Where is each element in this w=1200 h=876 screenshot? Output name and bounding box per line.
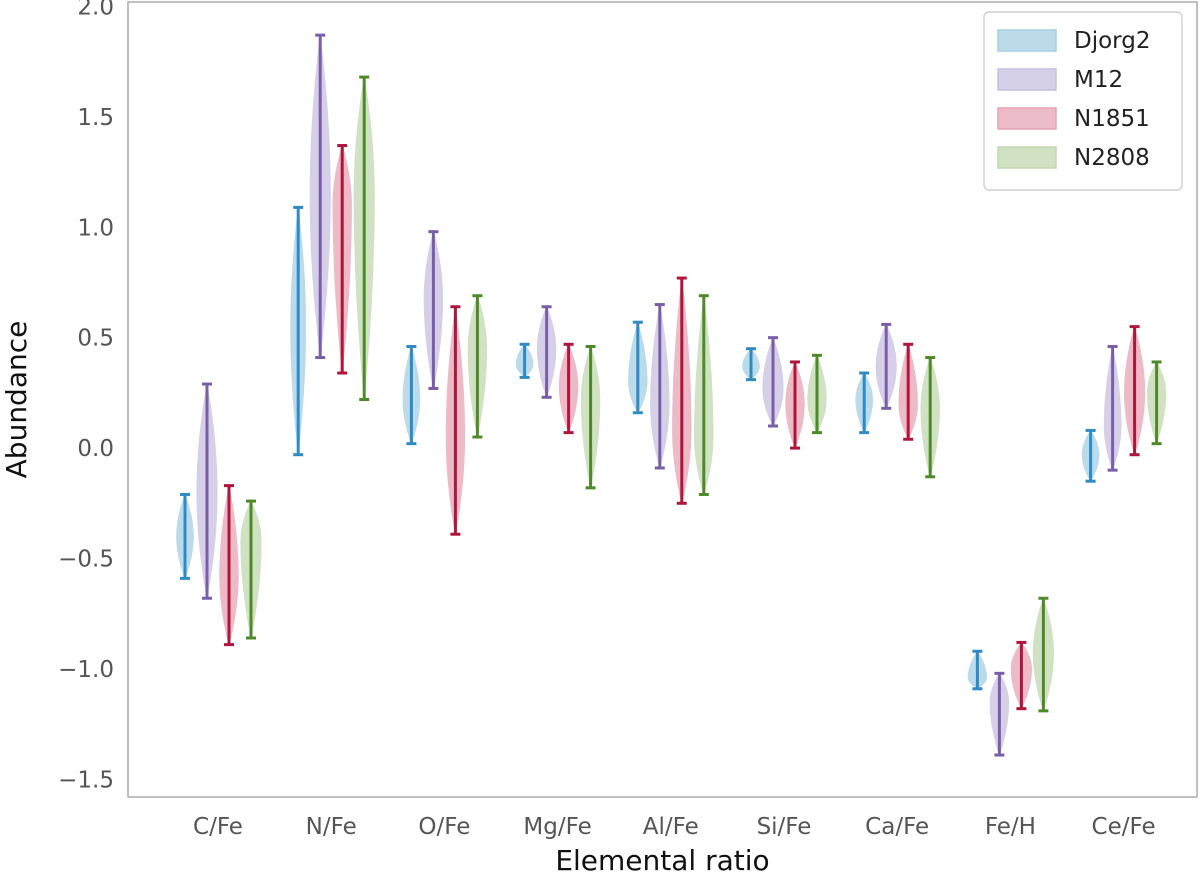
x-axis-ticks: C/Fe N/Fe O/Fe Mg/Fe Al/Fe Si/Fe Ca/Fe Fe/H Ce/F… [193, 814, 1156, 840]
y-tick-label: −0.5 [58, 547, 114, 573]
series-n1851 [219, 144, 1146, 711]
y-tick-label: −1.0 [58, 657, 114, 683]
y-tick-label: 0.5 [77, 326, 114, 352]
x-tick-label: N/Fe [306, 814, 357, 840]
x-tick-label: O/Fe [418, 814, 470, 840]
legend-label-m12: M12 [1074, 67, 1123, 93]
x-tick-label: Ce/Fe [1092, 814, 1156, 840]
series-n2808 [240, 75, 1167, 713]
legend-swatch-m12 [997, 68, 1057, 91]
y-axis-label: Abundance [0, 321, 33, 479]
x-tick-label: Al/Fe [643, 814, 699, 840]
legend-label-djorg2: Djorg2 [1074, 28, 1150, 54]
legend-swatch-n2808 [997, 146, 1057, 169]
y-tick-label: 1.0 [77, 215, 114, 241]
legend-swatch-djorg2 [997, 29, 1057, 52]
y-tick-label: 2.0 [77, 0, 114, 20]
y-tick-label: −1.5 [58, 767, 114, 793]
legend-swatch-n1851 [997, 107, 1057, 130]
x-tick-label: C/Fe [193, 814, 243, 840]
x-tick-label: Mg/Fe [523, 814, 591, 840]
x-tick-label: Fe/H [985, 814, 1036, 840]
legend-label-n1851: N1851 [1074, 106, 1150, 132]
x-tick-label: Si/Fe [757, 814, 812, 840]
x-tick-label: Ca/Fe [865, 814, 929, 840]
series-djorg2 [176, 205, 1100, 691]
series-m12 [196, 33, 1122, 757]
y-tick-label: 1.5 [77, 105, 114, 131]
y-tick-label: 0.0 [77, 436, 114, 462]
x-axis-label: Elemental ratio [555, 844, 769, 876]
legend-box [983, 11, 1183, 191]
plot-frame [127, 1, 1198, 798]
legend-label-n2808: N2808 [1074, 145, 1150, 171]
plot-area [176, 33, 1167, 757]
legend: Djorg2 M12 N1851 N2808 [983, 11, 1183, 191]
y-axis-ticks: −1.5 −1.0 −0.5 0.0 0.5 1.0 1.5 2.0 [58, 0, 114, 793]
